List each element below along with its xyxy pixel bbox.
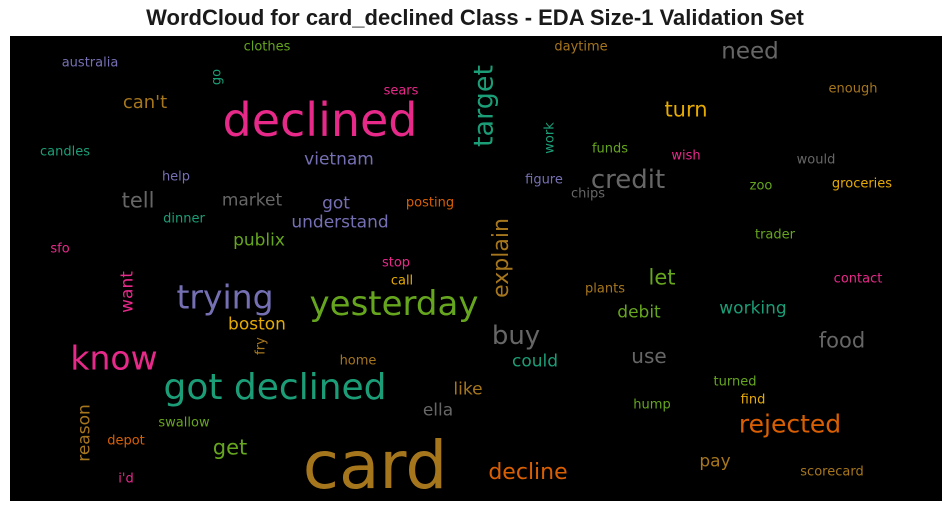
word-buy: buy <box>491 321 541 351</box>
word-get: get <box>212 435 248 460</box>
word-reason: reason <box>74 404 95 462</box>
word-find: find <box>740 392 766 408</box>
word-sfo: sfo <box>50 241 70 257</box>
word-got: got <box>322 193 350 214</box>
word-tell: tell <box>121 188 155 213</box>
word-depot: depot <box>107 433 145 449</box>
word-pay: pay <box>699 451 731 472</box>
word-boston: boston <box>228 314 286 335</box>
word-fry: fry <box>253 337 269 355</box>
word-i-d: i'd <box>118 471 134 487</box>
word-market: market <box>221 190 283 211</box>
word-zoo: zoo <box>749 178 773 194</box>
word-candles: candles <box>40 144 90 160</box>
word-dinner: dinner <box>163 211 205 227</box>
word-enough: enough <box>828 81 878 97</box>
word-got-declined: got declined <box>163 367 387 408</box>
word-trying: trying <box>176 277 274 317</box>
word-ella: ella <box>422 400 454 421</box>
word-like: like <box>453 379 483 400</box>
word-decline: decline <box>488 460 568 485</box>
word-vietnam: vietnam <box>304 149 374 170</box>
word-working: working <box>719 298 787 319</box>
word-wish: wish <box>671 148 701 164</box>
word-need: need <box>721 38 779 65</box>
word-can-t: can't <box>122 92 168 113</box>
word-clothes: clothes <box>243 39 291 55</box>
word-go: go <box>209 68 225 86</box>
word-plants: plants <box>585 281 625 297</box>
word-sears: sears <box>383 83 419 99</box>
word-funds: funds <box>591 141 629 157</box>
word-figure: figure <box>525 172 563 188</box>
word-scorecard: scorecard <box>800 464 864 480</box>
wordcloud-canvas: card declined got declined yesterday trying k… <box>10 36 942 501</box>
word-daytime: daytime <box>554 39 608 55</box>
word-would: would <box>796 152 836 168</box>
word-debit: debit <box>617 302 661 323</box>
word-turned: turned <box>713 374 757 390</box>
word-work: work <box>542 122 558 154</box>
word-turn: turn <box>664 97 708 122</box>
word-understand: understand <box>291 212 389 233</box>
word-could: could <box>511 351 559 372</box>
word-food: food <box>818 328 866 353</box>
word-groceries: groceries <box>831 176 893 192</box>
word-declined: declined <box>222 93 418 147</box>
word-hump: hump <box>633 397 671 413</box>
word-know: know <box>70 338 158 378</box>
word-chips: chips <box>570 186 606 202</box>
word-swallow: swallow <box>158 415 210 431</box>
word-home: home <box>339 353 377 369</box>
word-target: target <box>468 64 500 148</box>
word-let: let <box>648 265 676 290</box>
word-posting: posting <box>405 195 455 211</box>
word-want: want <box>117 271 138 313</box>
word-explain: explain <box>489 218 514 298</box>
word-publix: publix <box>233 230 285 251</box>
word-card: card <box>302 427 448 501</box>
word-contact: contact <box>833 271 883 287</box>
word-help: help <box>161 169 191 185</box>
word-credit: credit <box>590 165 666 195</box>
word-use: use <box>631 344 667 368</box>
word-call: call <box>390 273 414 289</box>
word-rejected: rejected <box>738 409 842 439</box>
word-australia: australia <box>61 55 119 71</box>
word-stop: stop <box>381 255 411 271</box>
word-trader: trader <box>754 227 796 243</box>
chart-title: WordCloud for card_declined Class - EDA … <box>146 5 804 30</box>
word-yesterday: yesterday <box>309 284 479 324</box>
